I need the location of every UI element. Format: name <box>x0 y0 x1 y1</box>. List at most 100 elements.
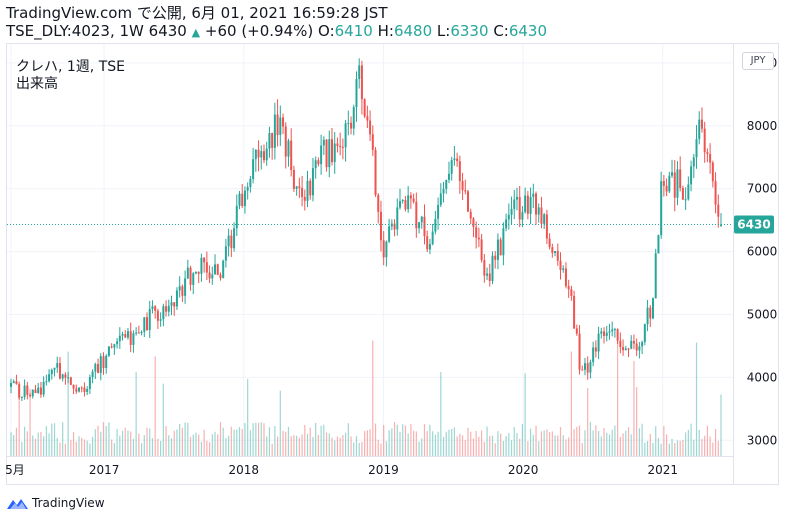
volume-bar <box>247 379 249 456</box>
chart-frame[interactable] <box>6 43 779 485</box>
volume-bar <box>467 427 469 456</box>
volume-bar <box>565 439 567 456</box>
volume-bar <box>364 430 366 456</box>
candle-body <box>720 224 722 226</box>
volume-bar <box>489 436 491 456</box>
volume-bar <box>461 435 464 456</box>
candle-body <box>355 78 358 108</box>
candle-body <box>205 262 208 273</box>
volume-bar <box>317 434 319 456</box>
candle-body <box>469 211 472 219</box>
volume-bar <box>481 430 483 456</box>
open-value: 6410 <box>334 22 373 40</box>
volume-bar <box>217 434 219 456</box>
volume-bar <box>671 438 673 456</box>
volume-bar <box>369 429 371 456</box>
volume-bar <box>51 423 53 456</box>
candle-body <box>543 214 546 224</box>
volume-bar <box>418 441 420 456</box>
volume-bar <box>59 442 61 456</box>
volume-bar <box>625 430 627 456</box>
candle-body <box>559 260 562 270</box>
volume-bar <box>252 423 254 456</box>
candle-body <box>583 363 586 370</box>
volume-bar <box>176 429 178 456</box>
y-tick-label: 3000 <box>747 433 778 447</box>
x-tick-label: 2017 <box>89 463 120 477</box>
volume-bar <box>336 436 339 456</box>
candle-body <box>638 346 641 351</box>
candle-body <box>173 302 176 307</box>
candle-body <box>86 389 89 392</box>
candle-body <box>687 184 690 200</box>
candle-body <box>651 298 654 319</box>
volume-bar <box>576 426 578 456</box>
volume-bar <box>100 431 102 456</box>
candle-body <box>48 374 51 382</box>
volume-bar <box>306 433 309 456</box>
x-tick-label: 2019 <box>368 463 399 477</box>
candle-body <box>252 159 255 180</box>
volume-bar <box>464 439 466 456</box>
candle-body <box>110 346 113 348</box>
volume-bar <box>236 429 238 456</box>
candle-body <box>243 190 246 207</box>
candle-body <box>545 214 548 239</box>
volume-bar <box>24 426 26 456</box>
volume-bar <box>48 433 50 456</box>
x-tick-label: 2020 <box>508 463 539 477</box>
volume-bar <box>494 443 496 456</box>
candle-body <box>426 236 429 250</box>
volume-bar <box>238 427 241 456</box>
currency-button[interactable]: JPY <box>742 52 774 70</box>
volume-bar <box>154 356 156 456</box>
candle-body <box>306 180 309 201</box>
volume-bar <box>603 428 605 456</box>
volume-bar <box>521 424 524 456</box>
volume-bar <box>53 423 56 456</box>
candle-body <box>227 235 230 247</box>
candle-body <box>502 228 505 256</box>
volume-bar <box>40 431 42 456</box>
y-tick-label: 5000 <box>747 307 778 321</box>
candle-body <box>339 145 342 147</box>
volume-bar <box>37 432 39 456</box>
volume-bar <box>151 438 154 456</box>
candle-body <box>15 381 18 385</box>
volume-bar <box>562 435 564 456</box>
tradingview-brand: TradingView <box>32 496 105 510</box>
candle-body <box>287 140 290 157</box>
volume-bar <box>320 425 322 456</box>
candle-body <box>673 172 676 198</box>
volume-bar <box>331 437 333 456</box>
volume-bar <box>630 434 632 456</box>
close-label: C: <box>493 22 509 40</box>
candle-body <box>189 267 192 285</box>
candle-body <box>246 186 249 191</box>
candle-body <box>298 186 301 189</box>
candle-body <box>31 389 34 397</box>
candle-body <box>309 180 312 196</box>
candle-body <box>692 157 695 167</box>
volume-bar <box>219 422 222 456</box>
volume-bar <box>189 436 192 456</box>
volume-bar <box>149 428 151 456</box>
candle-body <box>627 348 630 350</box>
candle-body <box>124 334 127 338</box>
open-label: O: <box>318 22 335 40</box>
volume-bar <box>445 431 447 456</box>
volume-bar <box>263 423 265 456</box>
candle-body <box>494 255 497 260</box>
candle-body <box>143 317 146 332</box>
candle-body <box>589 362 592 373</box>
candle-body <box>409 195 412 199</box>
volume-bar <box>657 438 660 456</box>
candle-body <box>317 160 320 165</box>
volume-bar <box>470 431 472 456</box>
candle-body <box>608 331 611 333</box>
volume-bar <box>342 435 344 456</box>
volume-bar <box>347 423 349 456</box>
candle-body <box>132 333 135 345</box>
candle-body <box>668 175 671 192</box>
